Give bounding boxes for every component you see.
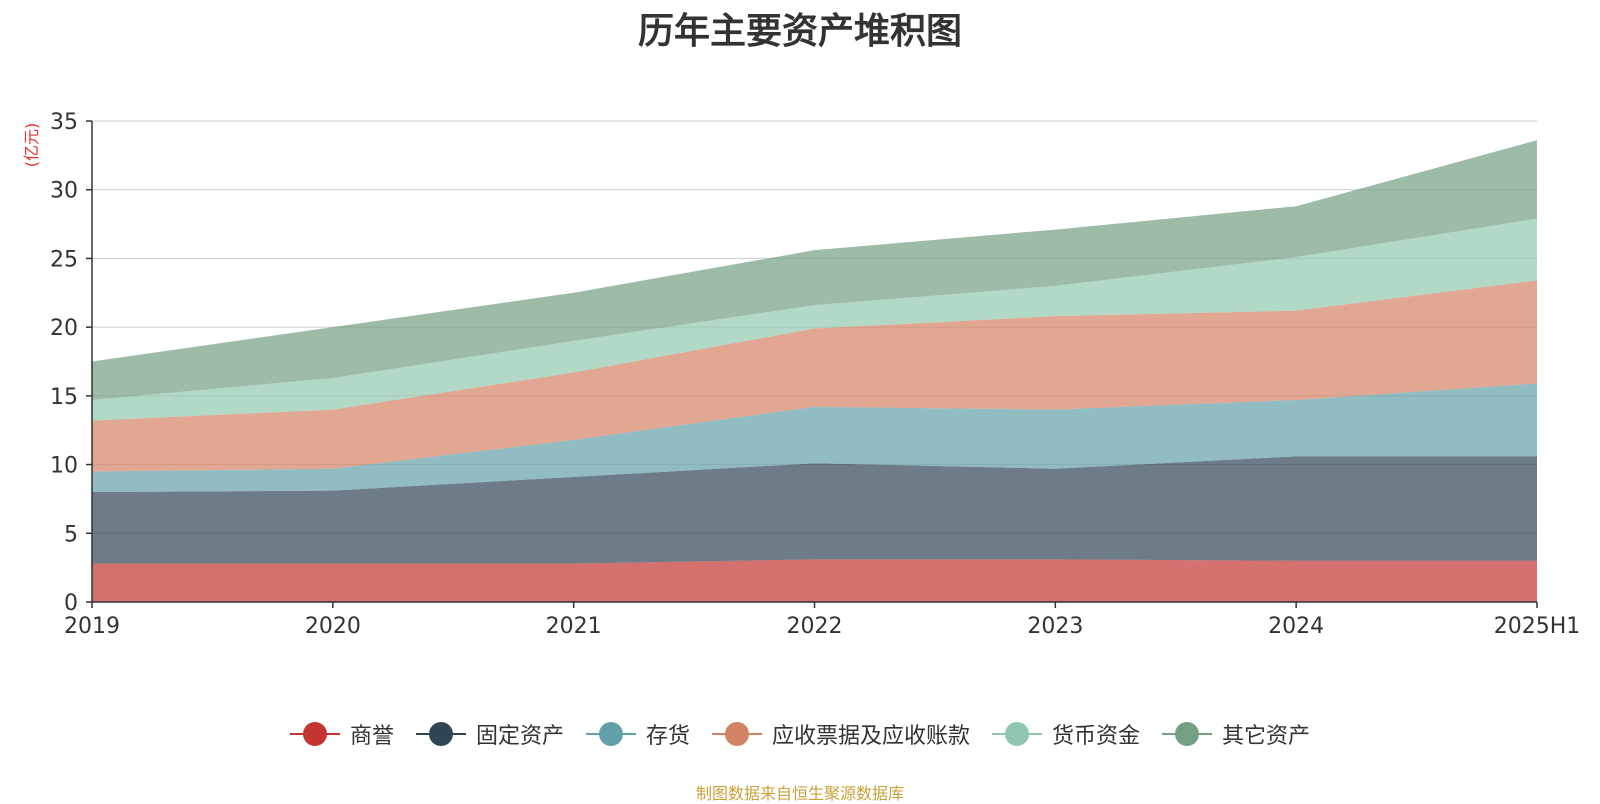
legend-marker-icon [585,722,636,746]
y-tick-label: 15 [50,385,78,410]
x-tick-label: 2021 [546,614,602,639]
y-axis-label: (亿元) [22,123,41,168]
area-series-3 [92,280,1537,472]
x-tick-label: 2019 [64,614,120,639]
legend-item[interactable]: 其它资产 [1162,718,1310,750]
legend-label: 存货 [645,724,690,749]
area-series-2 [92,383,1537,493]
area-series-5 [92,140,1537,400]
legend-marker-icon [992,722,1043,746]
legend-marker-icon [289,722,340,746]
legend-label: 固定资产 [475,724,564,749]
y-tick-label: 25 [50,247,78,272]
legend-item[interactable]: 固定资产 [415,718,564,750]
legend-label: 商誉 [349,724,394,749]
chart-title: 历年主要资产堆积图 [637,11,962,52]
x-tick-label: 2022 [787,614,843,639]
y-tick-label: 30 [50,179,78,204]
source-note: 制图数据来自恒生聚源数据库 [695,784,904,803]
x-tick-label: 2024 [1268,614,1324,639]
legend-item[interactable]: 应收票据及应收账款 [712,718,970,750]
legend-label: 货币资金 [1052,724,1141,749]
area-series-0 [92,559,1537,602]
legend-marker-icon [415,722,466,746]
x-tick-label: 2023 [1027,614,1083,639]
area-series [92,140,1537,602]
legend-marker-icon [1162,722,1213,746]
axes: 0 5 10 15 20 25 30 35 2019 2020 2021 2022 2023 2024 20… [50,110,1580,639]
area-series-4 [92,218,1537,421]
legend-label: 其它资产 [1222,724,1311,749]
area-series-1 [92,456,1537,564]
legend-item[interactable]: 存货 [585,718,690,750]
legend-label: 应收票据及应收账款 [772,724,971,749]
y-tick-label: 0 [64,591,78,616]
legend-marker-icon [712,722,762,746]
y-tick-label: 10 [50,454,78,479]
legend-item[interactable]: 商誉 [289,718,394,750]
y-tick-label: 20 [50,316,78,341]
x-tick-label: 2020 [305,614,361,639]
y-tick-label: 35 [50,110,78,135]
y-tick-label: 5 [64,522,78,547]
legend-item[interactable]: 货币资金 [992,718,1140,750]
x-tick-label: 2025H1 [1494,614,1581,639]
legend: 商誉 固定资产 存货 应收票据及应收账款 货币资金 其它资产 [0,718,1600,750]
